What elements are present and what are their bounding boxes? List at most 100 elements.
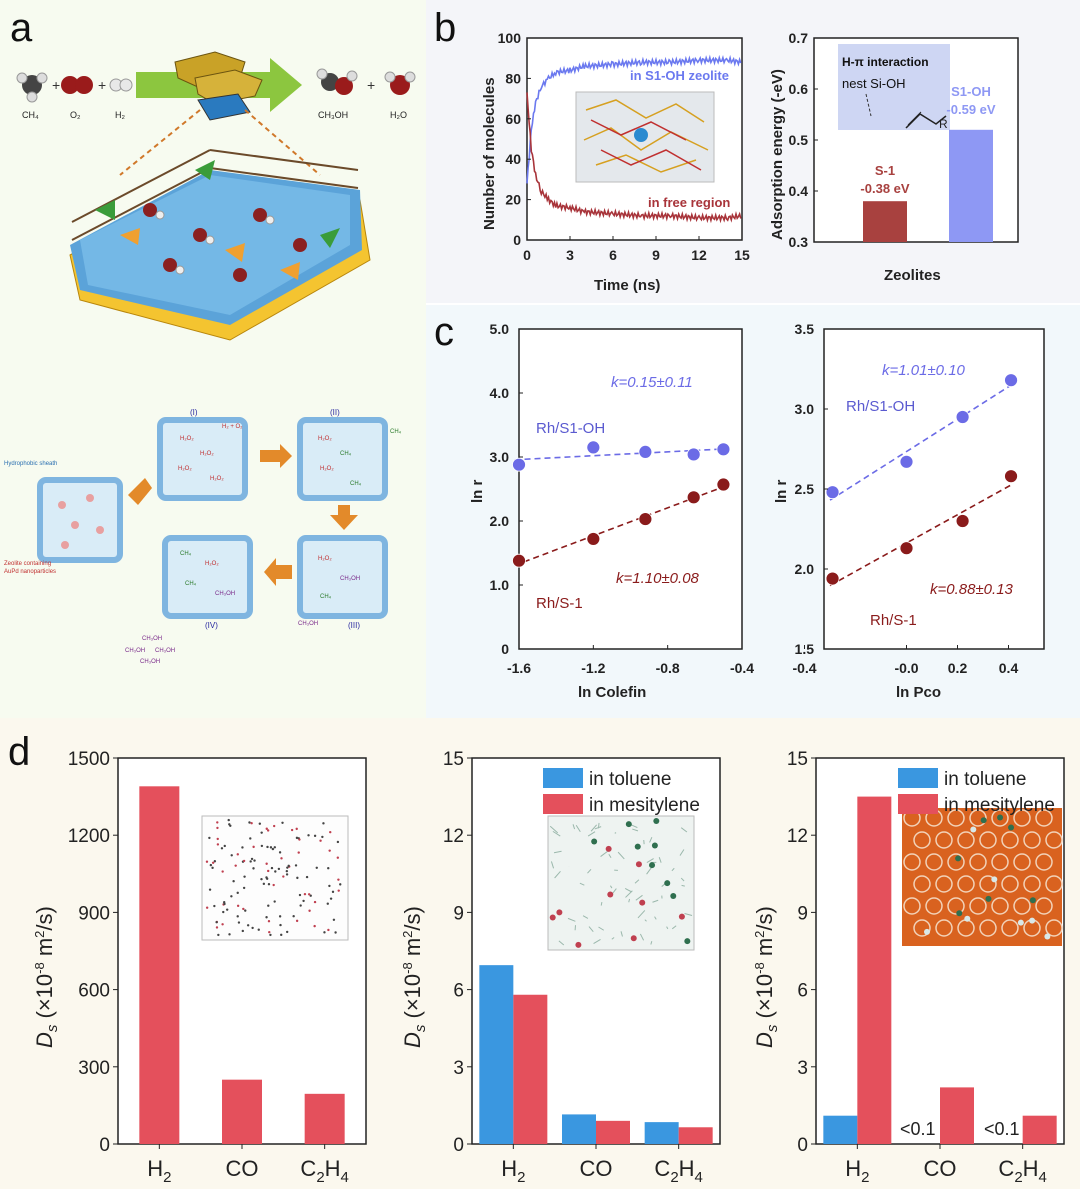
molecule-dot (250, 857, 254, 861)
series-label-s1: Rh/S-1 (536, 595, 583, 612)
data-point (825, 571, 840, 586)
zeolite-ring (957, 875, 975, 893)
annotation-c2h4: <0.1 (984, 1119, 1020, 1139)
y-axis-label: ln r (469, 480, 486, 503)
h2o-molecule-icon (384, 71, 416, 95)
y-tick-label: 0 (99, 1135, 110, 1156)
data-point (955, 514, 970, 528)
molecule-dot (956, 910, 963, 917)
zeolite-ring (957, 831, 975, 849)
solvent-strand (554, 871, 561, 879)
svg-text:+: + (52, 77, 60, 93)
svg-text:CH₃OH: CH₃OH (298, 621, 318, 627)
legend-swatch (898, 794, 938, 814)
svg-text:H₂O₂: H₂O₂ (320, 466, 334, 472)
solvent-strand (579, 882, 585, 886)
molecule-dot (985, 895, 992, 902)
y-axis-label: Ds (×10-8 m2/s) (400, 906, 429, 1048)
x-axis-label: Time (ns) (594, 277, 660, 294)
svg-text:CH₃OH: CH₃OH (140, 659, 160, 665)
svg-text:CH₃OH: CH₃OH (155, 648, 175, 654)
zeolite-platform-icon (69, 149, 371, 341)
y-tick-label: 0.7 (789, 30, 809, 46)
series-label-s1oh: Rh/S1-OH (846, 398, 915, 415)
panel-label-c: c (434, 310, 454, 354)
zeolite-ring (935, 919, 953, 937)
bar-label-value: -0.59 eV (946, 102, 995, 117)
legend-label: in mesitylene (944, 795, 1055, 816)
molecule-dot (215, 926, 219, 929)
k-label-s1: k=0.88±0.13 (930, 581, 1014, 598)
bar-H2-0 (139, 786, 180, 1144)
molecule-dot (269, 846, 273, 849)
annotation-co: <0.1 (900, 1119, 936, 1139)
molecule-dot (923, 928, 930, 935)
series-label-s1: Rh/S-1 (870, 612, 917, 629)
molecule-dot (313, 924, 316, 928)
molecule-dot (243, 875, 246, 878)
x-tick-label: 15 (734, 247, 750, 263)
y-tick-label: 60 (505, 111, 521, 127)
y-tick-label: 0 (453, 1135, 464, 1156)
solvent-strand (628, 898, 631, 903)
x-category-label: CO (580, 1156, 613, 1181)
solvent-strand (654, 916, 657, 920)
svg-text:H₂O₂: H₂O₂ (318, 436, 332, 442)
legend-swatch (898, 768, 938, 788)
zeolite-ring (903, 853, 921, 871)
molecule-dot (272, 824, 276, 828)
molecule-dot (236, 904, 240, 908)
molecule-dot (970, 826, 977, 833)
molecule-dot (228, 933, 231, 936)
solvent-strand (553, 850, 562, 854)
solvent-strand (600, 901, 603, 906)
molecule-dot (222, 901, 226, 904)
x-tick-label: 0 (523, 247, 531, 263)
molecule-dot (328, 849, 331, 852)
data-point (586, 532, 601, 546)
molecule-dot (292, 915, 295, 918)
molecule-dot (221, 923, 224, 926)
molecule-dot (273, 900, 276, 903)
molecule-dot (260, 831, 263, 834)
molecule-dot (327, 867, 330, 870)
mechanism-scheme: Hydrophobic sheath Zeolite containing Au… (4, 408, 402, 665)
data-point (899, 541, 914, 556)
y-tick-label: 100 (498, 30, 522, 46)
solvent-strand (600, 850, 608, 857)
molecule-dot (991, 876, 998, 883)
molecule-dot (1008, 824, 1015, 831)
solvent-strand (681, 884, 685, 887)
reaction-row: CH₄ + O₂ + H₂ CH₃OH + H₂O (16, 51, 416, 121)
bar-label-name: S-1 (875, 163, 895, 178)
legend-swatch (543, 768, 583, 788)
y-tick-label: 3 (797, 1058, 808, 1079)
molecule-dot (265, 876, 268, 879)
y-tick-label: 2.0 (490, 513, 510, 529)
y-tick-label: 4.0 (490, 385, 510, 401)
solvent-strand (575, 824, 581, 833)
svg-text:+: + (98, 77, 106, 93)
solvent-strand (624, 888, 632, 893)
molecule-dot (321, 835, 324, 839)
solvent-strand (639, 933, 645, 941)
molecule-dot (236, 853, 239, 856)
fit-line-0 (829, 382, 1015, 501)
molecule-dot (287, 864, 290, 868)
y-axis-label: Number of molecules (481, 77, 498, 230)
molecule-dot (234, 864, 237, 867)
molecule-dot (294, 864, 298, 867)
zeolite-ring (935, 831, 953, 849)
x-category-label: C2H4 (300, 1156, 348, 1186)
molecule-dot (222, 910, 225, 914)
solvent-strand (611, 937, 615, 940)
molecule-dot (213, 860, 217, 863)
molecule-dot (249, 860, 252, 863)
legend-swatch (543, 794, 583, 814)
molecule-dot (260, 877, 263, 881)
molecule-dot (216, 826, 219, 830)
legend-label: in toluene (944, 769, 1026, 790)
svg-text:CH₃OH: CH₃OH (142, 636, 162, 642)
molecule-dot (678, 913, 685, 920)
x-tick-label: -0.8 (656, 660, 680, 676)
